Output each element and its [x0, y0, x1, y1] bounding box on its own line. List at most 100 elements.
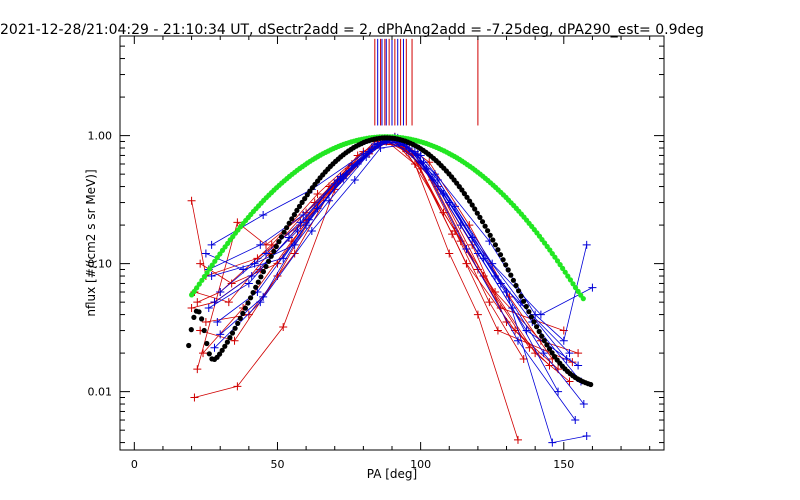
- black-fit-dot: [289, 216, 295, 222]
- green-fit-dot: [194, 285, 200, 291]
- blue-plus-point: [574, 361, 583, 370]
- black-fit-dot: [588, 381, 594, 388]
- red-plus-point: [485, 298, 494, 307]
- black-fit-dot: [232, 325, 238, 331]
- black-fit-dot: [291, 212, 297, 218]
- data-layer: [187, 132, 597, 447]
- black-fit-dot: [544, 342, 550, 348]
- blue-series-line: [208, 136, 568, 360]
- red-plus-point: [290, 249, 299, 258]
- black-fit-dot: [521, 298, 527, 304]
- black-fit-dot: [513, 282, 519, 289]
- black-fit-dot: [528, 314, 535, 320]
- red-plus-point: [190, 393, 199, 402]
- blue-plus-point: [201, 249, 210, 258]
- black-fit-dot: [541, 338, 547, 344]
- black-fit-dot: [258, 274, 264, 280]
- black-fit-dot: [217, 351, 223, 357]
- blue-plus-point: [216, 330, 225, 339]
- red-plus-point: [187, 304, 196, 313]
- black-fit-dot: [503, 262, 509, 268]
- red-plus-point: [201, 317, 210, 326]
- black-fit-dot: [299, 199, 305, 205]
- red-plus-point: [313, 189, 322, 198]
- black-fit-dot: [240, 310, 246, 316]
- blue-plus-point: [244, 279, 253, 288]
- black-fit-dot: [510, 277, 516, 283]
- blue-plus-point: [304, 215, 313, 224]
- black-fit-dot: [227, 335, 233, 341]
- black-fit-dot: [296, 203, 303, 209]
- black-fit-dot: [492, 242, 498, 248]
- green-fit-dot: [567, 277, 574, 283]
- black-fit-dot: [518, 293, 524, 299]
- blue-plus-point: [539, 349, 548, 358]
- blue-plus-point: [430, 170, 439, 179]
- black-fit-dot: [281, 229, 287, 235]
- red-plus-point: [196, 259, 205, 268]
- black-fit-dot: [206, 351, 212, 357]
- black-fit-dot: [191, 314, 197, 320]
- blue-plus-point: [262, 249, 271, 258]
- black-fit-dot: [534, 324, 540, 330]
- fit-layer: [186, 134, 594, 388]
- black-fit-dot: [278, 234, 285, 240]
- blue-plus-point: [207, 272, 216, 281]
- black-fit-dot: [201, 327, 207, 334]
- black-fit-dot: [508, 272, 514, 278]
- black-fit-dot: [284, 225, 290, 231]
- green-fit-dot: [560, 265, 566, 271]
- blue-plus-point: [259, 210, 268, 219]
- blue-plus-point: [204, 304, 213, 313]
- red-plus-point: [224, 298, 233, 307]
- green-fit-dot: [217, 251, 223, 257]
- green-fit-dot: [562, 269, 568, 275]
- black-fit-dot: [539, 333, 545, 339]
- red-plus-point: [233, 218, 242, 227]
- black-fit-dot: [549, 350, 555, 356]
- green-fit-dot: [575, 288, 581, 294]
- black-fit-dot: [536, 328, 542, 335]
- black-fit-dot: [273, 243, 279, 250]
- red-series-line: [197, 138, 550, 366]
- black-fit-dot: [263, 263, 269, 270]
- blue-plus-point: [479, 254, 488, 263]
- black-fit-dot: [505, 267, 511, 273]
- green-fit-dot: [549, 251, 555, 257]
- red-plus-point: [445, 249, 454, 258]
- x-tick-label: 150: [553, 458, 574, 471]
- black-fit-dot: [222, 343, 228, 349]
- black-fit-dot: [482, 223, 488, 229]
- x-tick-label: 50: [270, 458, 284, 471]
- black-fit-dot: [526, 309, 532, 315]
- green-fit-dot: [557, 262, 563, 268]
- black-fit-dot: [204, 340, 210, 347]
- red-plus-point: [273, 259, 282, 268]
- black-fit-dot: [523, 303, 529, 310]
- y-tick-label: 0.10: [88, 258, 113, 271]
- blue-series-line: [219, 138, 576, 421]
- green-fit-dot: [199, 277, 205, 283]
- blue-plus-point: [247, 272, 256, 281]
- blue-plus-point: [413, 149, 422, 158]
- blue-series-line: [208, 137, 593, 316]
- green-fit-dot: [212, 258, 218, 264]
- black-fit-dot: [479, 219, 486, 225]
- black-fit-dot: [302, 196, 308, 202]
- black-fit-dot: [276, 239, 282, 245]
- marks-layer: [374, 38, 479, 126]
- blue-plus-point: [579, 400, 588, 409]
- red-plus-point: [244, 310, 253, 319]
- green-fit-dot: [209, 262, 215, 268]
- blue-plus-point: [582, 432, 591, 441]
- black-fit-dot: [242, 305, 248, 311]
- black-fit-dot: [237, 315, 243, 321]
- red-plus-point: [230, 336, 239, 345]
- blue-plus-point: [582, 240, 591, 249]
- y-tick-label: 0.01: [88, 386, 113, 399]
- blue-plus-point: [307, 226, 316, 235]
- red-series-line: [191, 138, 559, 370]
- black-fit-dot: [461, 191, 467, 197]
- black-fit-dot: [474, 210, 480, 216]
- blue-series-line: [214, 144, 587, 444]
